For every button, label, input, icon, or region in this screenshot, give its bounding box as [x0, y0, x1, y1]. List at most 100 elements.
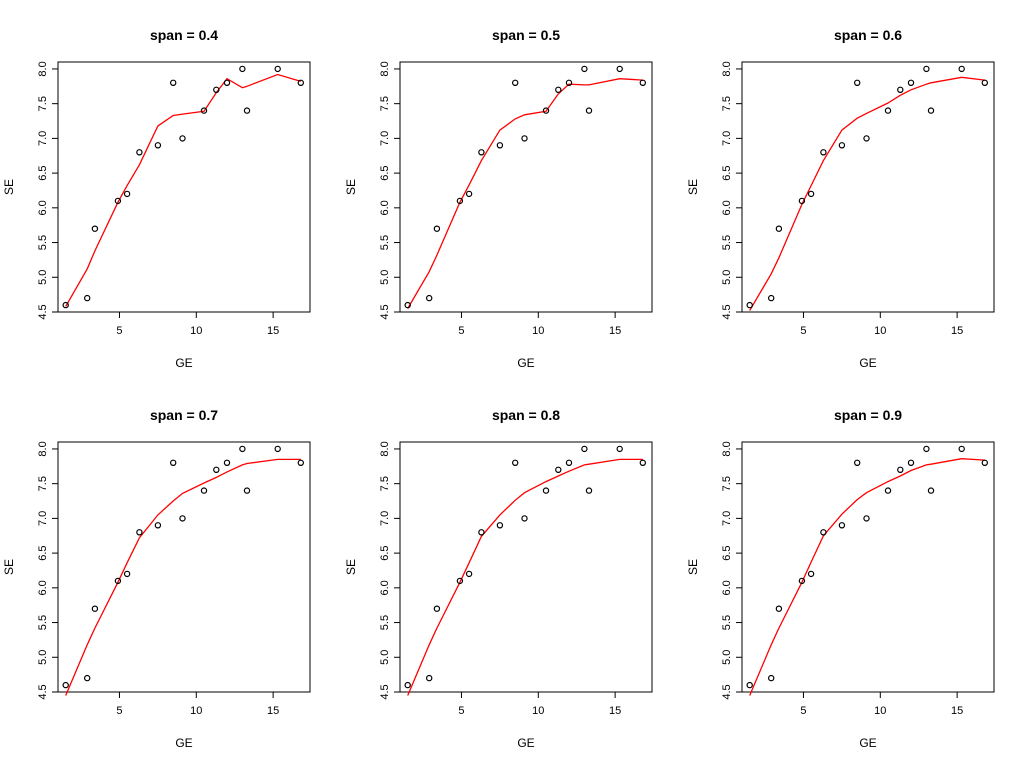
y-tick-label-4-3: 6.0	[379, 580, 391, 595]
data-point-2-9	[884, 107, 892, 114]
y-tick-label-5-1: 5.0	[721, 650, 733, 665]
y-tick-label-1-7: 8.0	[379, 61, 391, 76]
y-tick-label-5-6: 7.5	[721, 476, 733, 491]
x-tick-label-2-1: 10	[874, 325, 886, 337]
data-point-5-8	[863, 515, 870, 522]
data-point-4-12	[581, 445, 588, 453]
y-tick-label-5-7: 8.0	[721, 441, 733, 456]
chart-title-0: span = 0.4	[150, 27, 218, 43]
data-point-1-13	[585, 107, 593, 114]
data-point-2-13	[927, 107, 935, 114]
plot-frame-3	[57, 441, 311, 693]
x-tick-label-0-1: 10	[190, 325, 202, 337]
data-point-4-10	[555, 466, 562, 473]
data-point-5-1	[768, 674, 775, 682]
y-tick-label-0-6: 7.5	[37, 96, 49, 111]
data-point-1-15	[639, 79, 647, 87]
data-point-3-11	[223, 459, 231, 466]
x-tick-label-1-0: 5	[458, 325, 464, 337]
data-point-5-2	[775, 605, 783, 612]
y-tick-label-2-6: 7.5	[721, 96, 733, 111]
y-tick-label-5-5: 7.0	[721, 511, 733, 526]
data-point-3-0	[62, 681, 69, 689]
data-point-4-8	[521, 515, 528, 522]
y-tick-label-4-0: 4.5	[379, 684, 391, 699]
data-point-2-0	[746, 301, 753, 309]
y-tick-label-1-2: 5.5	[379, 235, 391, 250]
y-tick-label-5-2: 5.5	[721, 615, 733, 630]
chart-title-1: span = 0.5	[492, 27, 560, 43]
x-axis-label-0: GE	[175, 356, 192, 370]
y-tick-label-4-6: 7.5	[379, 476, 391, 491]
data-point-3-3	[114, 577, 122, 585]
chart-title-2: span = 0.6	[834, 27, 902, 43]
data-point-0-5	[136, 149, 143, 156]
y-axis-label-3: SE	[2, 559, 16, 575]
y-tick-label-3-4: 6.5	[37, 545, 49, 560]
x-tick-label-0-2: 15	[267, 325, 279, 337]
data-point-2-1	[768, 294, 775, 302]
y-tick-label-4-2: 5.5	[379, 615, 391, 630]
data-point-2-3	[798, 197, 806, 205]
data-point-0-2	[91, 225, 99, 232]
data-point-3-8	[179, 515, 186, 522]
data-point-1-14	[616, 65, 623, 73]
y-tick-label-1-4: 6.5	[379, 165, 391, 180]
y-axis-label-5: SE	[686, 559, 700, 575]
data-point-0-4	[123, 190, 131, 198]
x-tick-label-4-0: 5	[458, 705, 464, 717]
data-point-1-3	[456, 197, 464, 205]
data-point-0-11	[223, 79, 231, 87]
data-point-5-5	[820, 529, 827, 536]
data-point-5-11	[907, 459, 915, 466]
y-tick-label-0-3: 6.0	[37, 200, 49, 215]
y-tick-label-1-1: 5.0	[379, 270, 391, 285]
x-tick-label-0-0: 5	[116, 325, 122, 337]
y-tick-label-1-0: 4.5	[379, 304, 391, 319]
y-tick-label-5-0: 4.5	[721, 684, 733, 699]
data-point-5-0	[746, 681, 753, 689]
data-point-5-7	[854, 459, 861, 466]
y-tick-label-2-4: 6.5	[721, 165, 733, 180]
data-point-3-1	[83, 674, 91, 682]
data-point-5-13	[927, 487, 935, 494]
data-point-2-4	[807, 190, 815, 198]
y-tick-label-2-2: 5.5	[721, 235, 733, 250]
chart-title-5: span = 0.9	[834, 407, 902, 423]
x-tick-label-2-0: 5	[800, 325, 806, 337]
data-point-1-7	[512, 79, 519, 87]
data-point-2-14	[958, 65, 965, 73]
data-point-3-2	[91, 605, 99, 612]
y-axis-label-4: SE	[344, 559, 358, 575]
data-point-4-9	[542, 487, 550, 494]
data-point-3-14	[274, 445, 281, 453]
x-tick-label-1-1: 10	[532, 325, 544, 337]
data-point-3-12	[239, 445, 246, 453]
data-point-5-14	[958, 445, 965, 453]
y-tick-label-0-7: 8.0	[37, 61, 49, 76]
y-tick-label-0-4: 6.5	[37, 165, 49, 180]
data-point-0-12	[239, 65, 246, 73]
y-tick-label-4-4: 6.5	[379, 545, 391, 560]
data-point-1-4	[465, 190, 473, 198]
data-point-4-2	[433, 605, 441, 612]
y-tick-label-5-3: 6.0	[721, 580, 733, 595]
y-tick-label-1-6: 7.5	[379, 96, 391, 111]
data-point-5-3	[798, 577, 806, 585]
fit-line-5-0	[749, 458, 985, 696]
data-point-3-15	[297, 459, 304, 466]
x-axis-label-5: GE	[859, 736, 876, 750]
data-point-1-5	[478, 149, 485, 156]
y-tick-label-2-5: 7.0	[721, 131, 733, 146]
x-tick-label-5-1: 10	[874, 705, 886, 717]
data-point-3-7	[169, 459, 177, 466]
y-tick-label-4-1: 5.0	[379, 650, 391, 665]
x-axis-label-3: GE	[175, 736, 192, 750]
y-tick-label-0-2: 5.5	[37, 235, 49, 250]
data-point-4-14	[616, 445, 623, 453]
data-point-2-11	[907, 79, 915, 87]
data-point-4-6	[496, 522, 504, 529]
y-tick-label-3-6: 7.5	[37, 476, 49, 491]
data-point-4-4	[465, 570, 473, 578]
chart-title-4: span = 0.8	[492, 407, 560, 423]
